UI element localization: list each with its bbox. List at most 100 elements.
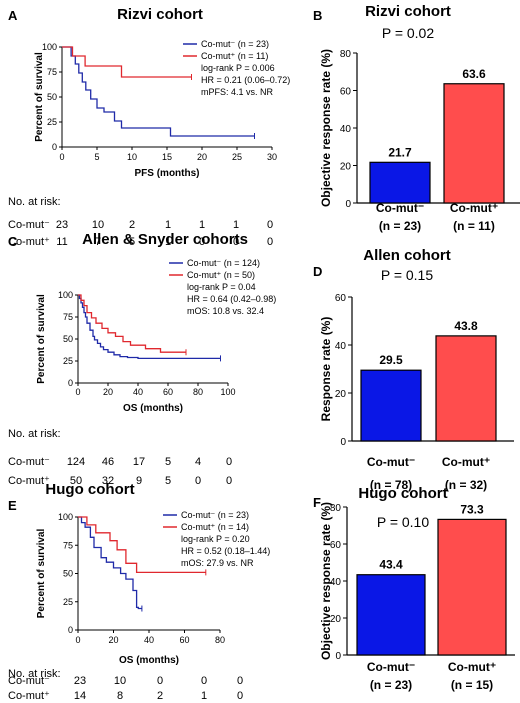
risk-table-header: No. at risk: <box>8 428 61 440</box>
p-value: P = 0.02 <box>382 25 435 41</box>
y-tick-label: 0 <box>52 142 57 152</box>
category-label: Co-mut⁻ <box>376 201 424 215</box>
y-tick-label: 40 <box>340 124 352 135</box>
y-tick-label: 100 <box>42 42 57 52</box>
risk-cell: 0 <box>226 475 232 487</box>
risk-cell: 23 <box>74 675 86 687</box>
risk-cell: 1 <box>165 236 171 248</box>
risk-cell: 0 <box>233 236 239 248</box>
risk-row-label-neg: Co-mut⁻ <box>8 219 50 231</box>
risk-cell: 9 <box>136 475 142 487</box>
risk-cell: 14 <box>74 690 86 702</box>
p-value: P = 0.15 <box>381 267 434 283</box>
y-axis-label: Objective response rate (%) <box>319 502 333 660</box>
y-tick-label: 25 <box>63 597 73 607</box>
y-tick-label: 100 <box>58 290 73 300</box>
risk-cell: 50 <box>70 475 82 487</box>
km-curve-co-mut-pos <box>78 516 206 574</box>
risk-cell: 0 <box>267 236 273 248</box>
category-label: Co-mut⁺ <box>450 201 498 215</box>
risk-cell: 0 <box>226 456 232 468</box>
risk-row-label-pos: Co-mut⁺ <box>8 236 50 248</box>
category-n-label: (n = 23) <box>379 219 421 233</box>
category-n-label: (n = 15) <box>451 678 493 692</box>
risk-cell: 23 <box>56 219 68 231</box>
x-tick-label: 20 <box>197 152 207 162</box>
risk-cell: 5 <box>165 475 171 487</box>
chart-title: Allen cohort <box>363 247 451 264</box>
risk-cell: 5 <box>165 456 171 468</box>
panel-letter: A <box>8 8 18 23</box>
x-tick-label: 25 <box>232 152 242 162</box>
x-tick-label: 80 <box>193 387 203 397</box>
y-tick-label: 50 <box>63 334 73 344</box>
risk-cell: 5 <box>129 236 135 248</box>
y-tick-label: 40 <box>335 341 347 352</box>
stat-annotation: log-rank P = 0.20 <box>181 534 250 544</box>
risk-cell: 2 <box>157 690 163 702</box>
risk-cell: 0 <box>237 675 243 687</box>
x-tick-label: 10 <box>127 152 137 162</box>
km-curve-co-mut-neg <box>78 516 142 610</box>
bar-co-mut-pos <box>435 335 497 442</box>
stat-annotation: mOS: 10.8 vs. 32.4 <box>187 306 264 316</box>
risk-row-label-neg: Co-mut⁻ <box>8 675 50 687</box>
y-tick-label: 75 <box>47 67 57 77</box>
x-axis-label: OS (months) <box>123 403 183 414</box>
risk-row-label-pos: Co-mut⁺ <box>8 475 50 487</box>
stat-annotation: mPFS: 4.1 vs. NR <box>201 87 274 97</box>
bar-value-label: 43.8 <box>454 319 478 333</box>
risk-cell: 10 <box>114 675 126 687</box>
x-tick-label: 60 <box>163 387 173 397</box>
risk-cell: 0 <box>267 219 273 231</box>
category-label: Co-mut⁺ <box>442 455 490 469</box>
x-tick-label: 40 <box>144 635 154 645</box>
category-label: Co-mut⁻ <box>367 455 415 469</box>
chart-title: Allen & Snyder cohorts <box>82 231 248 248</box>
panel-d: D Allen cohort P = 0.15 0 20 40 60 Response rat… <box>313 247 514 492</box>
x-tick-label: 60 <box>179 635 189 645</box>
y-axis-label: Percent of survival <box>34 52 45 142</box>
x-axis-label: PFS (months) <box>135 168 200 179</box>
risk-cell: 7 <box>95 236 101 248</box>
stat-annotation: mOS: 27.9 vs. NR <box>181 558 254 568</box>
x-tick-label: 5 <box>94 152 99 162</box>
risk-cell: 2 <box>129 219 135 231</box>
y-tick-label: 25 <box>63 356 73 366</box>
panel-letter: C <box>8 234 18 249</box>
risk-cell: 17 <box>133 456 145 468</box>
y-tick-label: 0 <box>345 199 351 210</box>
x-tick-label: 0 <box>75 635 80 645</box>
risk-row-label-neg: Co-mut⁻ <box>8 456 50 468</box>
risk-cell: 1 <box>165 219 171 231</box>
x-tick-label: 40 <box>133 387 143 397</box>
x-tick-label: 0 <box>75 387 80 397</box>
legend-label: Co-mut⁻ (n = 124) <box>187 258 260 268</box>
y-axis-label: Objective response rate (%) <box>319 49 333 207</box>
y-tick-label: 0 <box>68 625 73 635</box>
y-tick-label: 20 <box>340 162 352 173</box>
legend-label: Co-mut⁺ (n = 14) <box>181 522 249 532</box>
risk-cell: 0 <box>201 675 207 687</box>
risk-cell: 0 <box>195 475 201 487</box>
risk-cell: 4 <box>195 456 201 468</box>
stat-annotation: HR = 0.21 (0.06–0.72) <box>201 75 290 85</box>
bar-co-mut-neg <box>356 574 426 656</box>
risk-table-header: No. at risk: <box>8 668 61 680</box>
stat-annotation: HR = 0.64 (0.42–0.98) <box>187 294 276 304</box>
y-tick-label: 0 <box>68 378 73 388</box>
risk-cell: 124 <box>67 456 85 468</box>
bar-value-label: 73.3 <box>460 502 484 516</box>
km-curve-co-mut-pos <box>62 46 192 78</box>
bar-value-label: 63.6 <box>462 67 486 81</box>
category-n-label: (n = 23) <box>370 678 412 692</box>
panel-letter: B <box>313 8 322 23</box>
y-tick-label: 40 <box>330 577 342 588</box>
panel-letter: D <box>313 264 322 279</box>
chart-title: Rizvi cohort <box>365 3 451 20</box>
y-axis-label: Response rate (%) <box>319 317 333 422</box>
y-tick-label: 75 <box>63 312 73 322</box>
x-tick-label: 20 <box>103 387 113 397</box>
risk-cell: 1 <box>233 219 239 231</box>
